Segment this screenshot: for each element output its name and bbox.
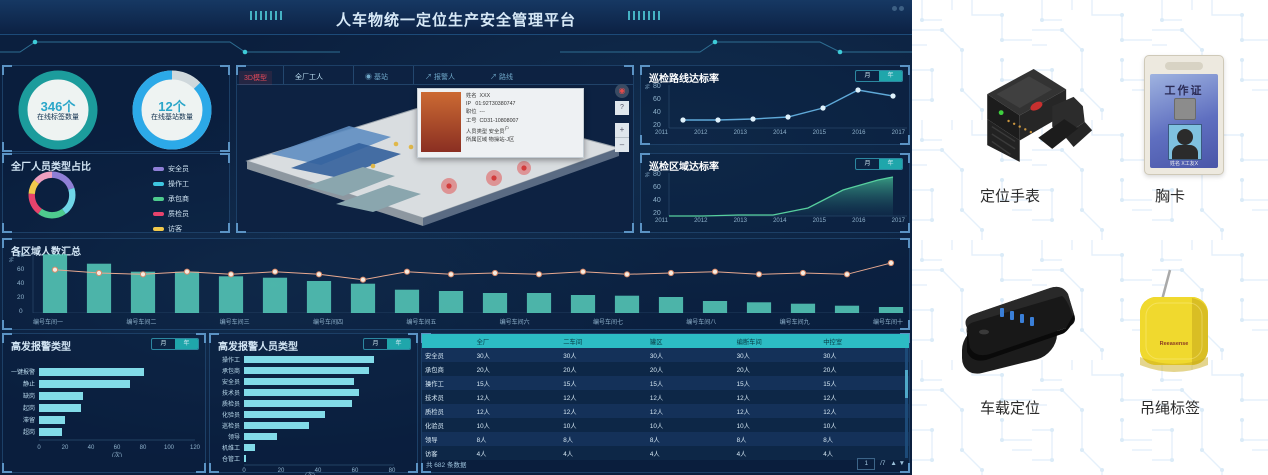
svg-text:起岗: 起岗 bbox=[23, 404, 35, 412]
svg-text:一键报警: 一键报警 bbox=[11, 368, 35, 376]
svg-text:静止: 静止 bbox=[23, 380, 35, 388]
svg-text:化验员: 化验员 bbox=[222, 411, 240, 419]
svg-text:80: 80 bbox=[389, 468, 396, 472]
svg-text:滞留: 滞留 bbox=[23, 416, 35, 424]
svg-text:60: 60 bbox=[653, 96, 661, 103]
svg-text:40: 40 bbox=[653, 197, 661, 204]
svg-text:安全员: 安全员 bbox=[222, 378, 240, 386]
svg-text:80: 80 bbox=[653, 171, 661, 178]
svg-text:40: 40 bbox=[88, 445, 95, 451]
svg-text:巡检员: 巡检员 bbox=[222, 422, 240, 430]
svg-text:20: 20 bbox=[653, 122, 661, 129]
svg-text:操作工: 操作工 bbox=[222, 356, 240, 364]
svg-text:80: 80 bbox=[653, 83, 661, 90]
svg-text:20: 20 bbox=[62, 445, 69, 451]
svg-text:0: 0 bbox=[37, 445, 41, 451]
svg-text:质检员: 质检员 bbox=[222, 400, 240, 408]
svg-text:缺岗: 缺岗 bbox=[23, 392, 35, 400]
svg-text:40: 40 bbox=[653, 109, 661, 116]
svg-text:超岗: 超岗 bbox=[23, 428, 35, 436]
svg-text:技术员: 技术员 bbox=[222, 389, 240, 397]
svg-text:承包商: 承包商 bbox=[222, 367, 240, 375]
svg-text:100: 100 bbox=[164, 445, 175, 451]
svg-text:领导: 领导 bbox=[228, 433, 240, 441]
svg-text:0: 0 bbox=[242, 468, 246, 472]
svg-text:80: 80 bbox=[17, 253, 25, 259]
svg-text:0: 0 bbox=[19, 308, 23, 313]
svg-text:60: 60 bbox=[352, 468, 359, 472]
svg-text:40: 40 bbox=[315, 468, 322, 472]
svg-text:60: 60 bbox=[653, 184, 661, 191]
svg-text:(次): (次) bbox=[112, 451, 122, 457]
svg-text:机维工: 机维工 bbox=[222, 444, 240, 452]
svg-text:20: 20 bbox=[17, 294, 25, 301]
svg-text:仓管工: 仓管工 bbox=[222, 455, 240, 463]
svg-text:40: 40 bbox=[17, 280, 25, 287]
svg-text:20: 20 bbox=[653, 210, 661, 217]
svg-text:120: 120 bbox=[190, 445, 201, 451]
svg-text:Reeasense: Reeasense bbox=[1160, 341, 1189, 347]
svg-text:60: 60 bbox=[17, 266, 25, 273]
svg-text:80: 80 bbox=[140, 445, 147, 451]
svg-text:20: 20 bbox=[278, 468, 285, 472]
svg-text:60: 60 bbox=[114, 445, 121, 451]
